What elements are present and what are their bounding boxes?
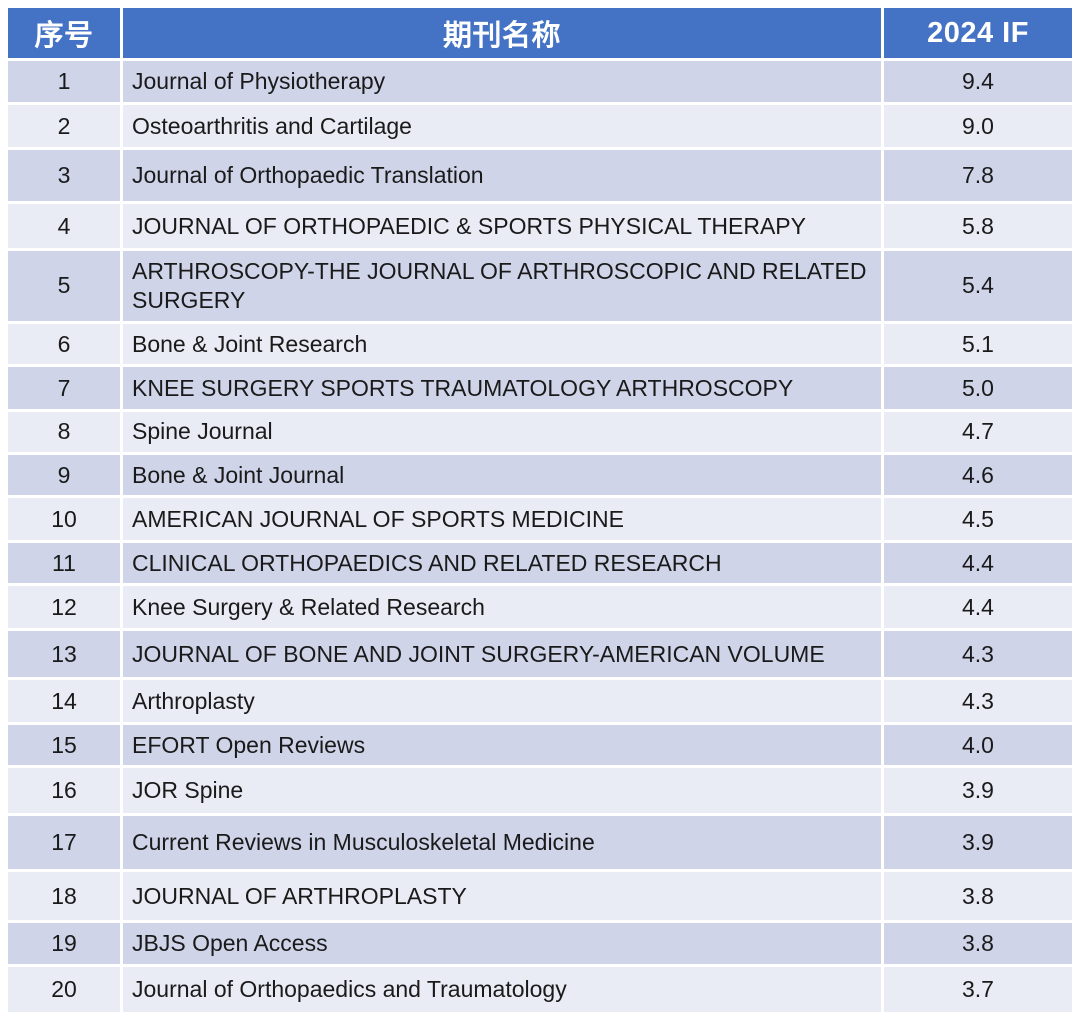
- row-index-cell: 7: [8, 367, 120, 409]
- row-index-cell: 2: [8, 105, 120, 147]
- table-row: 18 JOURNAL OF ARTHROPLASTY 3.8: [8, 872, 1072, 920]
- row-index-cell: 9: [8, 455, 120, 496]
- if-value-cell: 9.4: [884, 61, 1072, 103]
- table-row: 1 Journal of Physiotherapy 9.4: [8, 61, 1072, 103]
- if-value-cell: 4.4: [884, 542, 1072, 584]
- if-value-cell: 4.0: [884, 724, 1072, 766]
- if-value-cell: 5.4: [884, 250, 1072, 321]
- journal-name-cell: CLINICAL ORTHOPAEDICS AND RELATED RESEAR…: [123, 542, 881, 584]
- table-row: 8 Spine Journal 4.7: [8, 411, 1072, 453]
- if-value-cell: 3.7: [884, 967, 1072, 1012]
- table-row: 7 KNEE SURGERY SPORTS TRAUMATOLOGY ARTHRO…: [8, 367, 1072, 409]
- if-value-cell: 3.8: [884, 922, 1072, 965]
- journal-name-cell: Journal of Physiotherapy: [123, 61, 881, 103]
- table-row: 10 AMERICAN JOURNAL OF SPORTS MEDICINE 4.5: [8, 498, 1072, 540]
- table-row: 9 Bone & Joint Journal 4.6: [8, 455, 1072, 496]
- row-index-cell: 3: [8, 149, 120, 202]
- table-row: 4 JOURNAL OF ORTHOPAEDIC & SPORTS PHYSICA…: [8, 204, 1072, 248]
- if-value-cell: 4.3: [884, 680, 1072, 722]
- table-header-row: 序号 期刊名称 2024 IF: [8, 8, 1072, 58]
- if-value-cell: 3.8: [884, 872, 1072, 920]
- if-value-cell: 4.3: [884, 630, 1072, 678]
- row-index-cell: 5: [8, 250, 120, 321]
- row-index-cell: 12: [8, 586, 120, 628]
- table-row: 17 Current Reviews in Musculoskeletal Med…: [8, 815, 1072, 870]
- if-value-cell: 4.6: [884, 455, 1072, 496]
- table-row: 5 ARTHROSCOPY-THE JOURNAL OF ARTHROSCOPIC…: [8, 250, 1072, 321]
- journal-name-cell: JBJS Open Access: [123, 922, 881, 965]
- journal-name-cell: JOURNAL OF ARTHROPLASTY: [123, 872, 881, 920]
- journal-name-cell: Current Reviews in Musculoskeletal Medic…: [123, 815, 881, 870]
- table-row: 2 Osteoarthritis and Cartilage 9.0: [8, 105, 1072, 147]
- if-value-cell: 4.5: [884, 498, 1072, 540]
- table-body: 1 Journal of Physiotherapy 9.4 2 Osteoarthri…: [8, 61, 1072, 1012]
- row-index-cell: 8: [8, 411, 120, 453]
- table-row: 6 Bone & Joint Research 5.1: [8, 323, 1072, 365]
- journal-name-cell: KNEE SURGERY SPORTS TRAUMATOLOGY ARTHROS…: [123, 367, 881, 409]
- col-header-journal-name: 期刊名称: [123, 8, 881, 58]
- row-index-cell: 13: [8, 630, 120, 678]
- if-value-cell: 5.1: [884, 323, 1072, 365]
- journal-if-table: 序号 期刊名称 2024 IF 1 Journal of Physiotherap…: [5, 5, 1075, 1015]
- if-value-cell: 5.8: [884, 204, 1072, 248]
- row-index-cell: 20: [8, 967, 120, 1012]
- col-header-index: 序号: [8, 8, 120, 58]
- row-index-cell: 18: [8, 872, 120, 920]
- journal-name-cell: Bone & Joint Research: [123, 323, 881, 365]
- row-index-cell: 6: [8, 323, 120, 365]
- journal-name-cell: JOURNAL OF BONE AND JOINT SURGERY-AMERIC…: [123, 630, 881, 678]
- if-value-cell: 3.9: [884, 815, 1072, 870]
- journal-name-cell: JOURNAL OF ORTHOPAEDIC & SPORTS PHYSICAL…: [123, 204, 881, 248]
- row-index-cell: 16: [8, 768, 120, 813]
- table-row: 20 Journal of Orthopaedics and Traumatolo…: [8, 967, 1072, 1012]
- table-row: 16 JOR Spine 3.9: [8, 768, 1072, 813]
- if-value-cell: 7.8: [884, 149, 1072, 202]
- row-index-cell: 19: [8, 922, 120, 965]
- table-row: 19 JBJS Open Access 3.8: [8, 922, 1072, 965]
- journal-name-cell: Knee Surgery & Related Research: [123, 586, 881, 628]
- journal-name-cell: JOR Spine: [123, 768, 881, 813]
- journal-name-cell: ARTHROSCOPY-THE JOURNAL OF ARTHROSCOPIC …: [123, 250, 881, 321]
- journal-name-cell: Osteoarthritis and Cartilage: [123, 105, 881, 147]
- if-value-cell: 9.0: [884, 105, 1072, 147]
- table-row: 14 Arthroplasty 4.3: [8, 680, 1072, 722]
- if-value-cell: 3.9: [884, 768, 1072, 813]
- row-index-cell: 15: [8, 724, 120, 766]
- table-row: 15 EFORT Open Reviews 4.0: [8, 724, 1072, 766]
- journal-name-cell: Bone & Joint Journal: [123, 455, 881, 496]
- if-value-cell: 5.0: [884, 367, 1072, 409]
- row-index-cell: 17: [8, 815, 120, 870]
- col-header-2024-if: 2024 IF: [884, 8, 1072, 58]
- journal-name-cell: AMERICAN JOURNAL OF SPORTS MEDICINE: [123, 498, 881, 540]
- journal-name-cell: Spine Journal: [123, 411, 881, 453]
- table-row: 11 CLINICAL ORTHOPAEDICS AND RELATED RESE…: [8, 542, 1072, 584]
- journal-name-cell: Journal of Orthopaedics and Traumatology: [123, 967, 881, 1012]
- journal-name-cell: EFORT Open Reviews: [123, 724, 881, 766]
- table-row: 12 Knee Surgery & Related Research 4.4: [8, 586, 1072, 628]
- table-row: 3 Journal of Orthopaedic Translation 7.8: [8, 149, 1072, 202]
- row-index-cell: 11: [8, 542, 120, 584]
- row-index-cell: 10: [8, 498, 120, 540]
- if-value-cell: 4.4: [884, 586, 1072, 628]
- row-index-cell: 4: [8, 204, 120, 248]
- journal-name-cell: Arthroplasty: [123, 680, 881, 722]
- table-row: 13 JOURNAL OF BONE AND JOINT SURGERY-AMER…: [8, 630, 1072, 678]
- row-index-cell: 14: [8, 680, 120, 722]
- if-value-cell: 4.7: [884, 411, 1072, 453]
- row-index-cell: 1: [8, 61, 120, 103]
- journal-name-cell: Journal of Orthopaedic Translation: [123, 149, 881, 202]
